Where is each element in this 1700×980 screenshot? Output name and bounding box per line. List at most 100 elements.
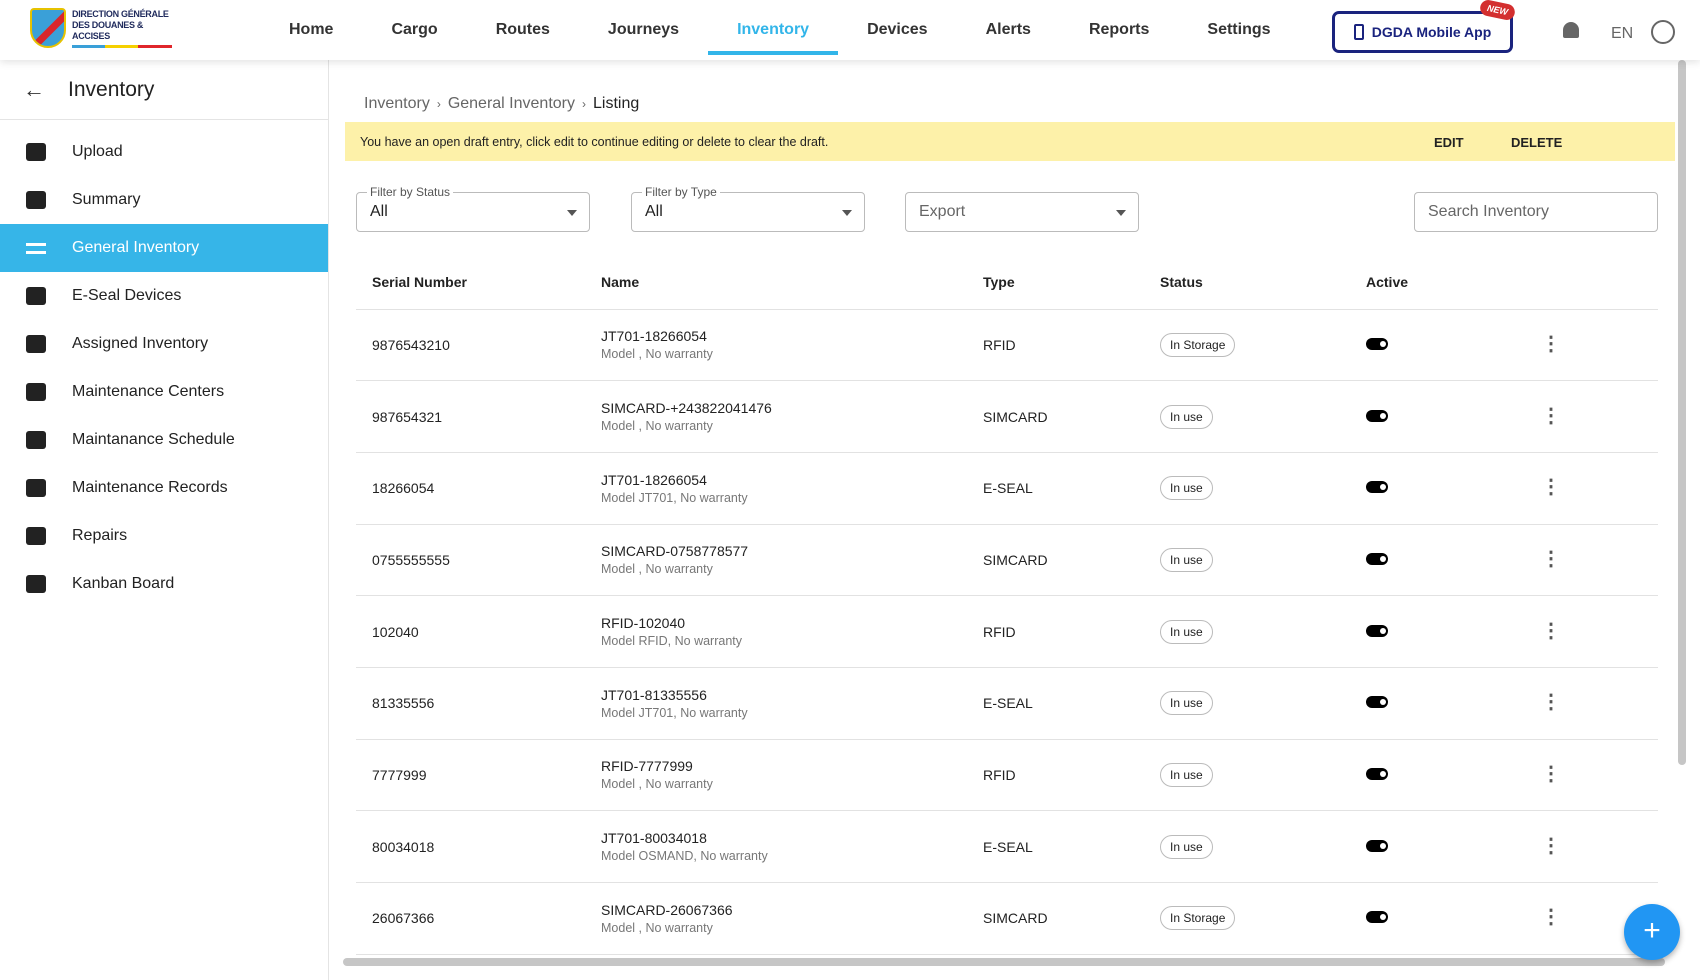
sidebar-item-summary[interactable]: Summary bbox=[0, 176, 328, 224]
status-badge: In Storage bbox=[1160, 332, 1236, 357]
table-row[interactable]: 987654321 SIMCARD-+243822041476 Model , N… bbox=[356, 380, 1658, 453]
sidebar-item-maintenance-centers[interactable]: Maintenance Centers bbox=[0, 368, 328, 416]
search-input[interactable]: Search Inventory bbox=[1414, 192, 1658, 232]
more-vert-icon[interactable]: ⋮ bbox=[1541, 906, 1561, 929]
logo-text: DIRECTION GÉNÉRALE DES DOUANES & ACCISES bbox=[72, 8, 169, 41]
user-account-icon[interactable] bbox=[1651, 20, 1675, 44]
language-selector[interactable]: EN bbox=[1611, 25, 1634, 42]
serial-number: 26067366 bbox=[356, 882, 585, 955]
edit-button[interactable]: EDIT bbox=[1434, 135, 1464, 150]
status-badge: In use bbox=[1160, 834, 1213, 859]
active-toggle[interactable] bbox=[1366, 767, 1388, 780]
status-badge: In use bbox=[1160, 404, 1213, 429]
active-toggle[interactable] bbox=[1366, 552, 1388, 565]
type-filter[interactable]: Filter by Type All bbox=[631, 185, 865, 232]
more-vert-icon[interactable]: ⋮ bbox=[1541, 404, 1561, 427]
add-item-button[interactable]: + bbox=[1624, 904, 1680, 960]
serial-number: 0755555555 bbox=[356, 524, 585, 597]
item-name: RFID-102040 bbox=[601, 615, 686, 632]
bell-icon[interactable] bbox=[1563, 22, 1579, 38]
sidebar-item-maintenance-records[interactable]: Maintenance Records bbox=[0, 464, 328, 512]
table-row[interactable]: 102040 RFID-102040 Model RFID, No warrant… bbox=[356, 595, 1658, 668]
phone-icon bbox=[1353, 24, 1364, 40]
main-nav: Home Cargo Routes Journeys Inventory Devices A… bbox=[260, 0, 1300, 60]
column-header-status[interactable]: Status bbox=[1144, 256, 1350, 310]
nav-journeys[interactable]: Journeys bbox=[607, 21, 680, 38]
active-toggle[interactable] bbox=[1366, 624, 1388, 637]
nav-cargo[interactable]: Cargo bbox=[391, 21, 438, 38]
sidebar-item-label: Kanban Board bbox=[72, 575, 175, 592]
sidebar-item-upload[interactable]: Upload bbox=[0, 128, 328, 176]
table-row[interactable]: 26067366 SIMCARD-26067366 Model , No warr… bbox=[356, 882, 1658, 955]
horizontal-scrollbar[interactable] bbox=[343, 958, 1665, 966]
status-filter[interactable]: Filter by Status All bbox=[356, 185, 590, 232]
table-row[interactable]: 80034018 JT701-80034018 Model OSMAND, No … bbox=[356, 810, 1658, 883]
active-toggle[interactable] bbox=[1366, 337, 1388, 350]
table-row[interactable]: 7777999 RFID-7777999 Model , No warranty … bbox=[356, 739, 1658, 812]
nav-settings[interactable]: Settings bbox=[1207, 21, 1271, 38]
type-filter-value: All bbox=[645, 203, 663, 220]
serial-number: 7777999 bbox=[356, 739, 585, 812]
more-vert-icon[interactable]: ⋮ bbox=[1541, 834, 1561, 857]
more-vert-icon[interactable]: ⋮ bbox=[1541, 332, 1561, 355]
more-vert-icon[interactable]: ⋮ bbox=[1541, 762, 1561, 785]
nav-reports[interactable]: Reports bbox=[1088, 21, 1150, 38]
more-vert-icon[interactable]: ⋮ bbox=[1541, 547, 1561, 570]
logo[interactable]: DIRECTION GÉNÉRALE DES DOUANES & ACCISES bbox=[30, 8, 172, 48]
back-arrow-icon[interactable]: ← bbox=[23, 76, 45, 102]
delete-button[interactable]: DELETE bbox=[1511, 135, 1563, 150]
sidebar-item-assigned-inventory[interactable]: Assigned Inventory bbox=[0, 320, 328, 368]
export-select[interactable]: Export bbox=[905, 192, 1139, 232]
table-row[interactable]: 18266054 JT701-18266054 Model JT701, No w… bbox=[356, 452, 1658, 525]
mobile-app-button[interactable]: DGDA Mobile App bbox=[1332, 11, 1513, 53]
table-row[interactable]: 81335556 JT701-81335556 Model JT701, No w… bbox=[356, 667, 1658, 740]
mobile-app-label: DGDA Mobile App bbox=[1371, 24, 1492, 40]
sidebar-item-label: Summary bbox=[72, 191, 141, 208]
active-toggle[interactable] bbox=[1366, 696, 1388, 709]
active-toggle[interactable] bbox=[1366, 911, 1388, 924]
sidebar-item-label: Maintanance Schedule bbox=[72, 431, 235, 448]
column-header-active[interactable]: Active bbox=[1350, 256, 1510, 310]
table-row[interactable]: 0755555555 SIMCARD-0758778577 Model , No … bbox=[356, 524, 1658, 597]
nav-routes[interactable]: Routes bbox=[495, 21, 550, 38]
item-name: RFID-7777999 bbox=[601, 758, 693, 775]
item-model: Model , No warranty bbox=[601, 347, 713, 362]
more-vert-icon[interactable]: ⋮ bbox=[1541, 691, 1561, 714]
status-filter-value: All bbox=[370, 203, 388, 220]
nav-home[interactable]: Home bbox=[289, 21, 334, 38]
sidebar-item-repairs[interactable]: Repairs bbox=[0, 512, 328, 560]
nav-inventory[interactable]: Inventory bbox=[708, 0, 839, 60]
more-vert-icon[interactable]: ⋮ bbox=[1541, 619, 1561, 642]
nav-devices[interactable]: Devices bbox=[867, 21, 928, 38]
sidebar-item-e-seal-devices[interactable]: E-Seal Devices bbox=[0, 272, 328, 320]
engineer-icon bbox=[26, 431, 46, 449]
breadcrumb-general-inventory[interactable]: General Inventory bbox=[447, 95, 575, 112]
sidebar-item-label: Maintenance Records bbox=[72, 479, 228, 496]
sidebar-item-kanban-board[interactable]: Kanban Board bbox=[0, 560, 328, 608]
active-toggle[interactable] bbox=[1366, 839, 1388, 852]
item-type: E-SEAL bbox=[967, 667, 1144, 740]
status-filter-label: Filter by Status bbox=[367, 185, 454, 199]
list-icon bbox=[26, 242, 46, 254]
table-row[interactable]: 9876543210 JT701-18266054 Model , No warr… bbox=[356, 309, 1658, 382]
search-placeholder: Search Inventory bbox=[1428, 203, 1549, 220]
sidebar-item-maintanance-schedule[interactable]: Maintanance Schedule bbox=[0, 416, 328, 464]
breadcrumb-inventory[interactable]: Inventory bbox=[364, 95, 430, 112]
column-header-name[interactable]: Name bbox=[585, 256, 967, 310]
draft-banner: You have an open draft entry, click edit… bbox=[345, 122, 1675, 161]
item-name: JT701-81335556 bbox=[601, 686, 707, 703]
chevron-down-icon bbox=[1116, 210, 1126, 221]
export-label: Export bbox=[919, 203, 966, 220]
active-toggle[interactable] bbox=[1366, 481, 1388, 494]
column-header-serial-number[interactable]: Serial Number bbox=[356, 256, 585, 310]
active-toggle[interactable] bbox=[1366, 409, 1388, 422]
chevron-down-icon bbox=[567, 210, 577, 221]
item-name: JT701-80034018 bbox=[601, 830, 707, 847]
sidebar-item-general-inventory[interactable]: General Inventory bbox=[0, 224, 328, 272]
more-vert-icon[interactable]: ⋮ bbox=[1541, 476, 1561, 499]
column-header-type[interactable]: Type bbox=[967, 256, 1144, 310]
inventory-table: Serial Number Name Type Status Active 987654… bbox=[356, 256, 1658, 955]
serial-number: 102040 bbox=[356, 595, 585, 668]
vertical-scrollbar[interactable] bbox=[1678, 60, 1686, 765]
nav-alerts[interactable]: Alerts bbox=[985, 21, 1031, 38]
